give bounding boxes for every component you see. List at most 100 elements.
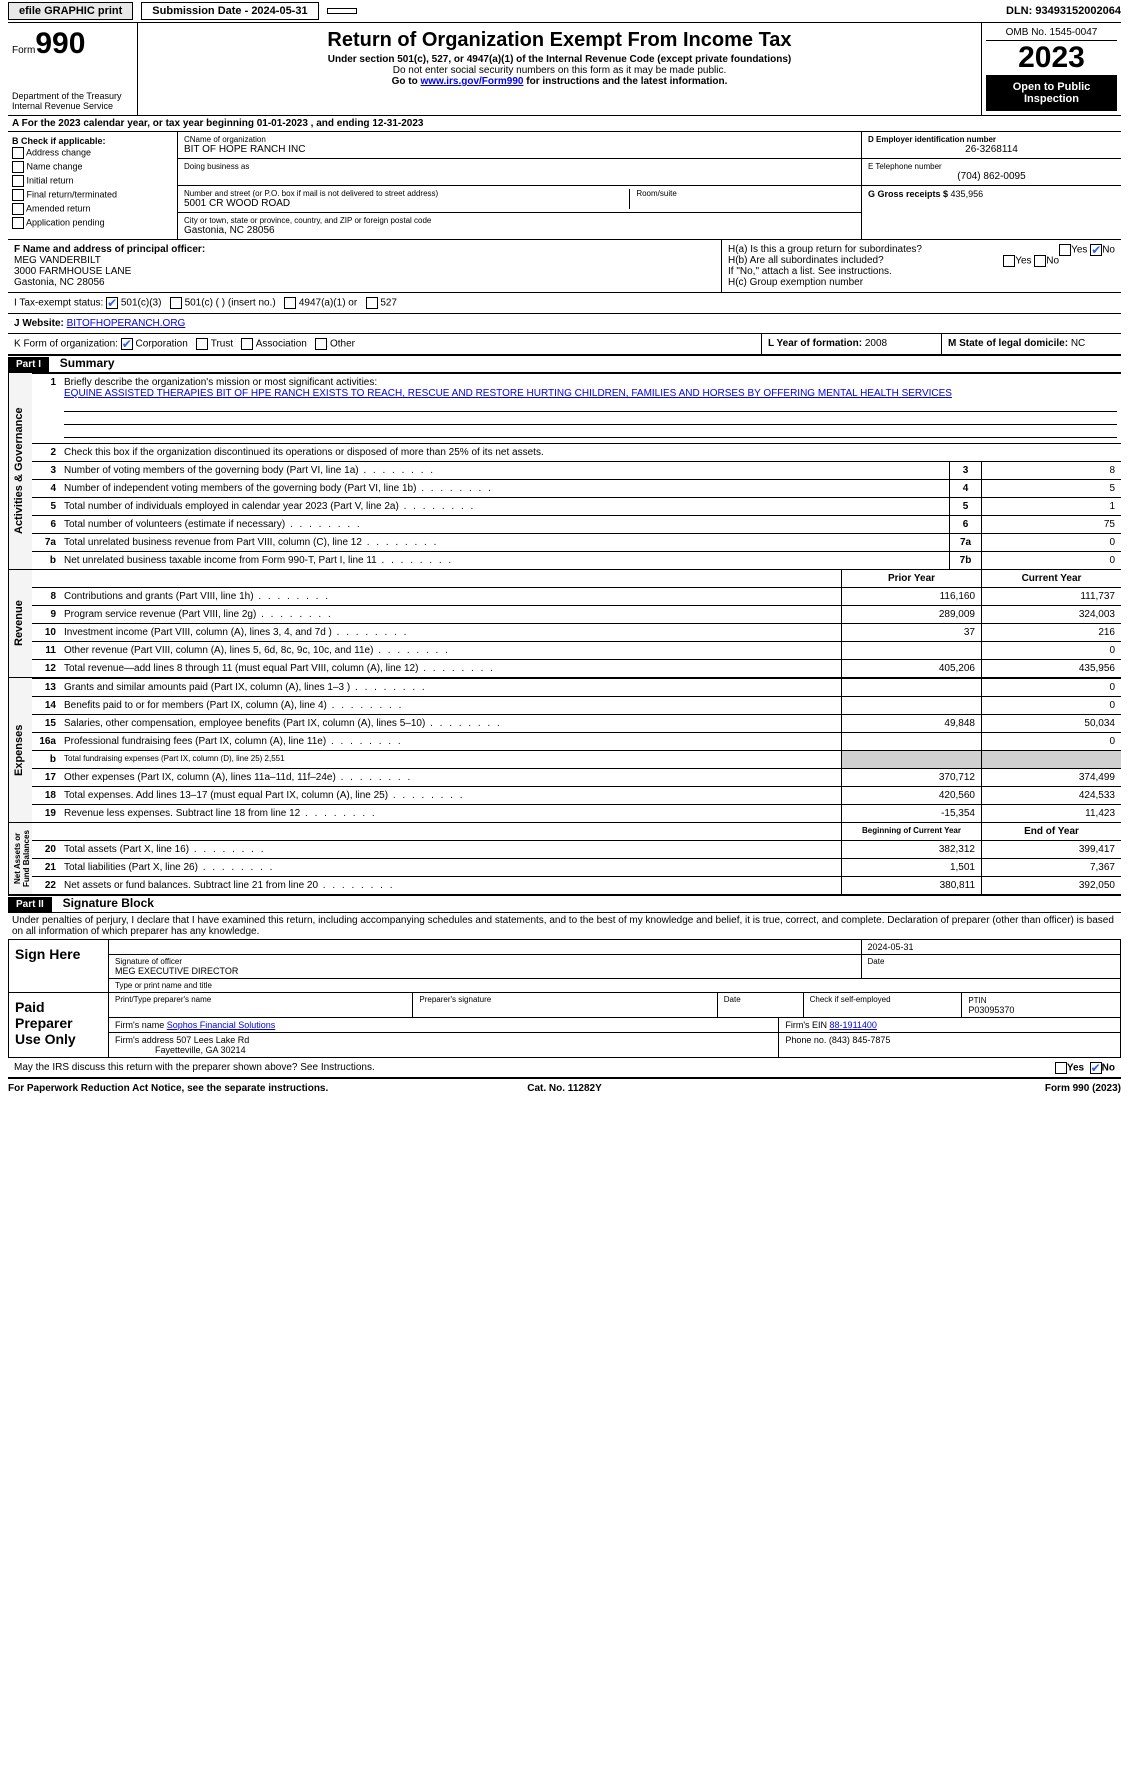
- self-emp-label: Check if self-employed: [803, 993, 962, 1017]
- part2-header: Part II: [8, 897, 52, 912]
- firm-ein[interactable]: 88-1911400: [830, 1020, 877, 1030]
- hb-row: H(b) Are all subordinates included? Yes …: [728, 255, 1115, 266]
- declaration-text: Under penalties of perjury, I declare th…: [8, 913, 1121, 939]
- form-label: Form: [12, 45, 35, 56]
- city: Gastonia, NC 28056: [184, 225, 855, 236]
- part1-header: Part I: [8, 357, 49, 372]
- vert-expenses: Expenses: [8, 678, 32, 822]
- ha-row: H(a) Is this a group return for subordin…: [728, 244, 1115, 255]
- domicile: NC: [1071, 338, 1085, 349]
- gross-label: G Gross receipts $: [868, 189, 951, 199]
- sig-date: 2024-05-31: [861, 940, 1121, 954]
- chk-name[interactable]: Name change: [12, 160, 173, 174]
- form-990: 990: [35, 27, 85, 60]
- efile-button[interactable]: efile GRAPHIC print: [8, 2, 133, 20]
- omb-number: OMB No. 1545-0047: [986, 27, 1117, 41]
- column-b-checkboxes: B Check if applicable: Address change Na…: [8, 132, 178, 239]
- top-bar: efile GRAPHIC print Submission Date - 20…: [8, 0, 1121, 23]
- row-a: A For the 2023 calendar year, or tax yea…: [8, 116, 1121, 132]
- website-link[interactable]: BITOFHOPERANCH.ORG: [67, 318, 186, 329]
- prep-phone: (843) 845-7875: [829, 1035, 891, 1045]
- q2-text: Check this box if the organization disco…: [60, 444, 1121, 461]
- prep-sig-label: Preparer's signature: [412, 993, 716, 1017]
- chk-other[interactable]: [315, 338, 327, 350]
- form-header: Form990 Department of the Treasury Inter…: [8, 23, 1121, 116]
- chk-pending[interactable]: Application pending: [12, 216, 173, 230]
- part2-title: Signature Block: [55, 894, 162, 912]
- chk-corp[interactable]: [121, 338, 133, 350]
- prep-date-label: Date: [717, 993, 803, 1017]
- current-year-hdr: Current Year: [981, 570, 1121, 587]
- blank-box: [327, 8, 357, 14]
- firm-name[interactable]: Sophos Financial Solutions: [167, 1020, 276, 1030]
- ptin-label: PTIN: [968, 996, 986, 1005]
- irs-link[interactable]: www.irs.gov/Form990: [420, 76, 523, 87]
- q1-label: Briefly describe the organization's miss…: [64, 377, 377, 388]
- officer-addr1: 3000 FARMHOUSE LANE: [14, 266, 715, 277]
- dba-label: Doing business as: [184, 162, 855, 171]
- chk-527[interactable]: [366, 297, 378, 309]
- chk-amended[interactable]: Amended return: [12, 202, 173, 216]
- form-number: Form990: [12, 27, 133, 61]
- sign-here-label: Sign Here: [9, 940, 109, 992]
- footer-mid: Cat. No. 11282Y: [379, 1083, 750, 1094]
- firm-addr2: Fayetteville, GA 30214: [155, 1045, 246, 1055]
- city-label: City or town, state or province, country…: [184, 216, 855, 225]
- firm-addr-label: Firm's address: [115, 1035, 176, 1045]
- prior-year-hdr: Prior Year: [841, 570, 981, 587]
- prep-name-label: Print/Type preparer's name: [109, 993, 412, 1017]
- dept-label: Department of the Treasury Internal Reve…: [12, 91, 133, 111]
- open-inspection: Open to Public Inspection: [986, 75, 1117, 111]
- chk-assoc[interactable]: [241, 338, 253, 350]
- room-label: Room/suite: [636, 189, 855, 198]
- chk-trust[interactable]: [196, 338, 208, 350]
- street: 5001 CR WOOD ROAD: [184, 198, 621, 209]
- officer-addr2: Gastonia, NC 28056: [14, 277, 715, 288]
- vert-activities: Activities & Governance: [8, 373, 32, 569]
- hb-note: If "No," attach a list. See instructions…: [728, 266, 1115, 277]
- sig-of-officer-label: Signature of officer: [115, 957, 855, 966]
- mission-text[interactable]: EQUINE ASSISTED THERAPIES BIT OF HPE RAN…: [64, 388, 952, 399]
- chk-4947[interactable]: [284, 297, 296, 309]
- begin-year-hdr: Beginning of Current Year: [841, 823, 981, 840]
- ein: 26-3268114: [868, 144, 1115, 155]
- vert-revenue: Revenue: [8, 570, 32, 677]
- discuss-label: May the IRS discuss this return with the…: [14, 1062, 375, 1073]
- goto-suffix: for instructions and the latest informat…: [523, 76, 727, 87]
- type-print-label: Type or print name and title: [109, 979, 1120, 992]
- dln: DLN: 93493152002064: [1006, 5, 1121, 17]
- subtitle-1: Under section 501(c), 527, or 4947(a)(1)…: [142, 54, 977, 65]
- year-formation-label: L Year of formation:: [768, 338, 865, 349]
- chk-501c[interactable]: [170, 297, 182, 309]
- goto-label: Go to: [392, 76, 421, 87]
- officer-name: MEG VANDERBILT: [14, 255, 715, 266]
- website-label: J Website:: [14, 318, 67, 329]
- year-formation: 2008: [865, 338, 887, 349]
- footer-left: For Paperwork Reduction Act Notice, see …: [8, 1083, 379, 1094]
- phone-label: E Telephone number: [868, 162, 1115, 171]
- footer-right: Form 990 (2023): [750, 1083, 1121, 1094]
- chk-final[interactable]: Final return/terminated: [12, 188, 173, 202]
- chk-address[interactable]: Address change: [12, 146, 173, 160]
- ein-label: D Employer identification number: [868, 135, 1115, 144]
- prep-phone-label: Phone no.: [785, 1035, 829, 1045]
- chk-501c3[interactable]: [106, 297, 118, 309]
- subtitle-2: Do not enter social security numbers on …: [142, 65, 977, 76]
- ptin: P03095370: [968, 1005, 1014, 1015]
- vert-netassets: Net Assets orFund Balances: [8, 823, 32, 894]
- hc-row: H(c) Group exemption number: [728, 277, 1115, 288]
- date-label: Date: [861, 955, 1121, 978]
- tax-year: 2023: [986, 41, 1117, 75]
- firm-ein-label: Firm's EIN: [785, 1020, 829, 1030]
- chk-initial[interactable]: Initial return: [12, 174, 173, 188]
- tax-exempt-label: I Tax-exempt status:: [14, 298, 103, 309]
- gross-receipts: 435,956: [951, 189, 984, 199]
- form-org-label: K Form of organization:: [14, 339, 118, 350]
- paid-preparer-label: Paid Preparer Use Only: [9, 993, 109, 1057]
- officer-sig-name: MEG EXECUTIVE DIRECTOR: [115, 966, 855, 976]
- street-label: Number and street (or P.O. box if mail i…: [184, 189, 621, 198]
- org-name: BIT OF HOPE RANCH INC: [184, 144, 855, 155]
- form-title: Return of Organization Exempt From Incom…: [142, 29, 977, 52]
- submission-date: Submission Date - 2024-05-31: [141, 2, 318, 20]
- firm-addr1: 507 Lees Lake Rd: [176, 1035, 249, 1045]
